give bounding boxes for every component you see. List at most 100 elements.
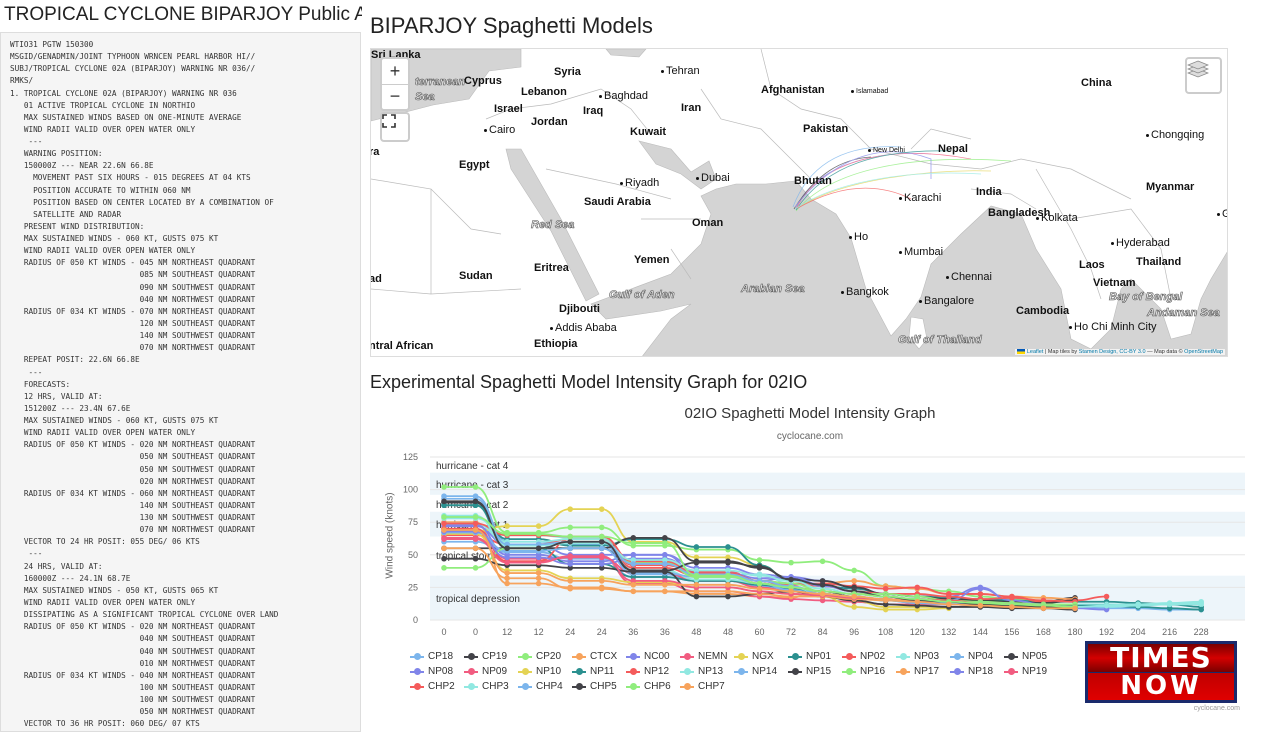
data-point	[851, 604, 857, 610]
bulletin-line: ---	[10, 137, 43, 147]
legend-marker-icon	[626, 682, 640, 690]
bulletin-line: 1. TROPICAL CYCLONE 02A (BIPARJOY) WARNI…	[10, 88, 237, 98]
legend-item-np16[interactable]: NP16	[842, 666, 885, 677]
data-point	[567, 553, 573, 559]
map-label-country: Bhutan	[794, 175, 832, 187]
legend-item-cp20[interactable]: CP20	[518, 651, 561, 662]
legend-item-chp3[interactable]: CHP3	[464, 681, 509, 692]
legend-label: NP05	[1022, 651, 1048, 662]
data-point	[441, 555, 447, 562]
legend-item-ctcx[interactable]: CTCX	[572, 651, 617, 662]
data-point	[441, 565, 447, 571]
data-point	[441, 514, 447, 520]
data-point	[535, 559, 542, 566]
bulletin-line: 085 NM SOUTHEAST QUADRANT	[10, 270, 256, 280]
data-point	[630, 574, 637, 580]
legend-item-chp6[interactable]: CHP6	[626, 681, 671, 692]
bulletin-line: WARNING POSITION:	[10, 149, 103, 159]
map-label-country: Nepal	[938, 143, 968, 155]
fullscreen-button[interactable]	[380, 112, 410, 142]
data-point	[756, 580, 763, 587]
legend-item-chp2[interactable]: CHP2	[410, 681, 455, 692]
legend-marker-icon	[410, 682, 424, 690]
legend-label: NP18	[968, 666, 994, 677]
legend-label: NP15	[806, 666, 832, 677]
legend-marker-icon	[788, 652, 802, 660]
legend-item-np05[interactable]: NP05	[1004, 651, 1047, 662]
legend-item-np14[interactable]: NP14	[734, 666, 777, 677]
zoom-in-button[interactable]: +	[382, 59, 408, 85]
data-point	[1135, 601, 1141, 608]
spaghetti-map[interactable]: terranean Sea Cyprus Syria Tehran Lebanon Bagh…	[370, 48, 1228, 357]
data-point	[598, 506, 605, 512]
data-point	[819, 581, 826, 588]
osm-link[interactable]: OpenStreetMap	[1184, 349, 1223, 355]
data-point	[567, 506, 573, 512]
map-label-city: Hyderabad	[1111, 237, 1170, 249]
data-point	[598, 533, 605, 540]
bulletin-line: RMKS/	[10, 76, 34, 86]
legend-item-np04[interactable]: NP04	[950, 651, 993, 662]
layers-icon	[1187, 60, 1209, 78]
sri-lanka	[908, 316, 928, 350]
legend-item-np18[interactable]: NP18	[950, 666, 993, 677]
legend-item-np02[interactable]: NP02	[842, 651, 885, 662]
leaflet-link[interactable]: Leaflet	[1026, 349, 1044, 355]
bulletin-title: TROPICAL CYCLONE BIPARJOY Public Advisor…	[4, 4, 362, 25]
bulletin-line: 040 NM SOUTHEAST QUADRANT	[10, 634, 256, 644]
legend-item-np01[interactable]: NP01	[788, 651, 831, 662]
layers-button[interactable]	[1185, 57, 1222, 94]
legend-item-np10[interactable]: NP10	[518, 666, 561, 677]
legend-item-chp7[interactable]: CHP7	[680, 681, 725, 692]
bulletin-line: 130 NM SOUTHWEST QUADRANT	[10, 513, 256, 523]
map-label-country: Sudan	[459, 270, 493, 282]
map-label-country: Cambodia	[1016, 305, 1070, 317]
legend-item-chp5[interactable]: CHP5	[572, 681, 617, 692]
legend-label: NGX	[752, 651, 774, 662]
legend-item-cp18[interactable]: CP18	[410, 651, 453, 662]
legend-item-np09[interactable]: NP09	[464, 666, 507, 677]
data-point	[725, 567, 731, 574]
legend-item-np12[interactable]: NP12	[626, 666, 669, 677]
y-tick-label: 125	[403, 452, 418, 462]
data-point	[693, 544, 700, 550]
legend-item-np03[interactable]: NP03	[896, 651, 939, 662]
map-label-city: Guangzhou	[1217, 208, 1227, 220]
bulletin-line: SATELLITE AND RADAR	[10, 209, 122, 219]
fullscreen-icon	[382, 114, 396, 128]
data-point	[725, 572, 731, 579]
legend-marker-icon	[842, 667, 856, 675]
legend-item-np08[interactable]: NP08	[410, 666, 453, 677]
x-tick-label: 24	[565, 627, 575, 637]
legend-label: CHP3	[482, 681, 509, 692]
legend-item-nc00[interactable]: NC00	[626, 651, 670, 662]
ukraine-flag-icon	[1017, 349, 1026, 355]
map-label-country: Pakistan	[803, 123, 849, 135]
data-point	[441, 545, 447, 552]
bulletin-line: 12 HRS, VALID AT:	[10, 391, 103, 401]
map-label-city: Mumbai	[899, 246, 943, 258]
data-point	[851, 593, 857, 600]
chart-credit[interactable]: cyclocane.com	[1193, 705, 1240, 712]
legend-item-np17[interactable]: NP17	[896, 666, 939, 677]
map-label-country: Kuwait	[630, 126, 667, 138]
data-point	[756, 572, 763, 579]
legend-item-cp19[interactable]: CP19	[464, 651, 507, 662]
data-point	[1198, 606, 1204, 613]
map-label-city: Islamabad	[851, 86, 888, 98]
legend-item-nemn[interactable]: NEMN	[680, 651, 727, 662]
legend-label: NP17	[914, 666, 940, 677]
legend-item-chp4[interactable]: CHP4	[518, 681, 563, 692]
legend-item-ngx[interactable]: NGX	[734, 651, 774, 662]
legend-item-np15[interactable]: NP15	[788, 666, 831, 677]
legend-marker-icon	[1004, 667, 1018, 675]
bulletin-line: 010 NM NORTHWEST QUADRANT	[10, 658, 256, 668]
legend-item-np13[interactable]: NP13	[680, 666, 723, 677]
bulletin-line: RADIUS OF 034 KT WINDS - 060 NM NORTHEAS…	[10, 488, 256, 498]
stamen-link[interactable]: Stamen Design, CC-BY 3.0	[1078, 349, 1146, 355]
legend-item-np19[interactable]: NP19	[1004, 666, 1047, 677]
legend-item-np11[interactable]: NP11	[572, 666, 614, 677]
data-point	[504, 559, 510, 566]
zoom-out-button[interactable]: −	[389, 86, 401, 107]
data-point	[535, 541, 542, 548]
